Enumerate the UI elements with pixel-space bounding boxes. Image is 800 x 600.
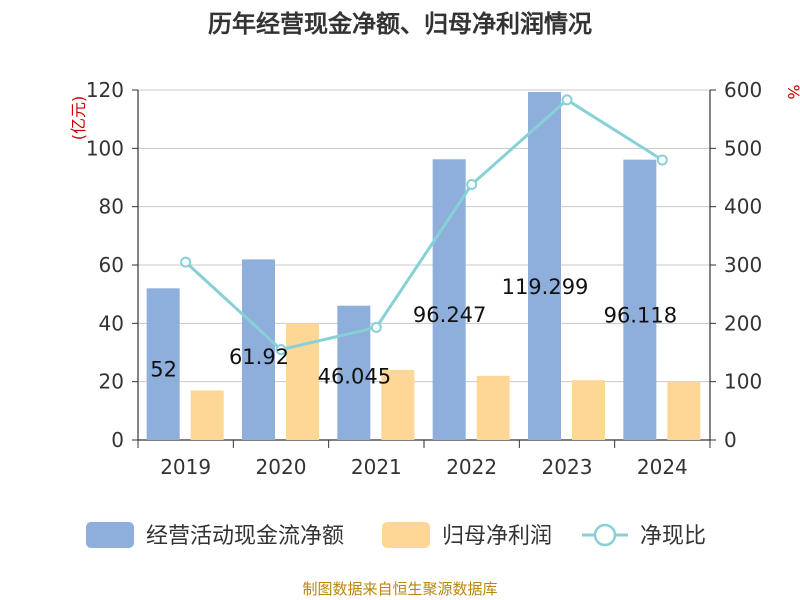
bar-net-profit (572, 380, 605, 440)
legend-marker-cash-ratio (593, 523, 617, 547)
line-point-cash-ratio (656, 154, 668, 166)
right-axis-tick-label: 0 (724, 428, 737, 452)
line-point-cash-ratio (561, 94, 573, 106)
legend-swatch-net-profit (382, 522, 430, 548)
line-point-cash-ratio (466, 179, 478, 190)
bar-operating-cash-flow (242, 259, 275, 440)
left-axis-tick-label: 20 (99, 370, 124, 394)
right-axis-tick-label: 100 (724, 370, 762, 394)
line-point-cash-ratio (370, 321, 382, 333)
right-axis-tick-label: 300 (724, 253, 762, 277)
data-label-operating-cash-flow: 46.045 (318, 365, 391, 389)
left-axis-tick-label: 80 (99, 195, 124, 219)
x-axis-tick-label: 2023 (542, 455, 593, 479)
chart-title: 历年经营现金净额、归母净利润情况 (208, 10, 592, 38)
bar-operating-cash-flow (528, 92, 561, 440)
line-point-cash-ratio (275, 344, 287, 356)
left-axis-tick-label: 60 (99, 253, 124, 277)
bar-operating-cash-flow (146, 288, 180, 440)
right-axis-tick-label: 600 (724, 78, 762, 102)
x-axis-tick-label: 2019 (160, 455, 211, 479)
left-axis-tick-label: 40 (99, 311, 124, 335)
bar-operating-cash-flow (623, 159, 657, 441)
bar-net-profit (667, 381, 701, 440)
bar-operating-cash-flow (337, 305, 371, 440)
right-axis-unit-label: % (784, 84, 800, 99)
bar-net-profit (190, 390, 224, 440)
legend-swatch-operating-cash-flow (86, 522, 134, 548)
legend-label-cash-ratio: 净现比 (640, 524, 706, 549)
data-label-operating-cash-flow: 96.118 (604, 303, 677, 327)
right-axis-tick-label: 400 (724, 195, 762, 219)
data-label-operating-cash-flow: 52 (150, 357, 177, 381)
data-label-operating-cash-flow: 61.92 (229, 345, 289, 369)
legend-label-operating-cash-flow: 经营活动现金流净额 (146, 524, 344, 549)
x-axis-tick-label: 2021 (351, 455, 402, 479)
right-axis-tick-label: 500 (724, 136, 762, 160)
data-label-operating-cash-flow: 96.247 (413, 303, 486, 327)
bar-net-profit (381, 370, 415, 440)
line-cash-ratio (184, 98, 664, 352)
data-label-operating-cash-flow: 119.299 (502, 275, 589, 299)
line-point-cash-ratio (180, 256, 192, 268)
bar-net-profit (476, 375, 510, 440)
source-note: 制图数据来自恒生聚源数据库 (302, 580, 498, 598)
left-axis-tick-label: 100 (86, 136, 124, 160)
x-axis-tick-label: 2022 (446, 455, 497, 479)
bar-operating-cash-flow (432, 159, 466, 440)
x-axis-tick-label: 2020 (256, 455, 307, 479)
left-axis-tick-label: 120 (86, 78, 124, 102)
legend-label-net-profit: 归母净利润 (442, 524, 552, 549)
right-axis-tick-label: 200 (724, 311, 762, 335)
x-axis-tick-label: 2024 (637, 455, 688, 479)
left-axis-unit-label: (亿元) (69, 96, 88, 141)
left-axis-tick-label: 0 (111, 428, 124, 452)
